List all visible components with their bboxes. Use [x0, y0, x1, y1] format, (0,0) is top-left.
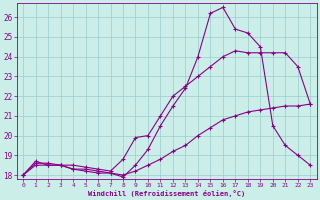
X-axis label: Windchill (Refroidissement éolien,°C): Windchill (Refroidissement éolien,°C): [88, 190, 245, 197]
